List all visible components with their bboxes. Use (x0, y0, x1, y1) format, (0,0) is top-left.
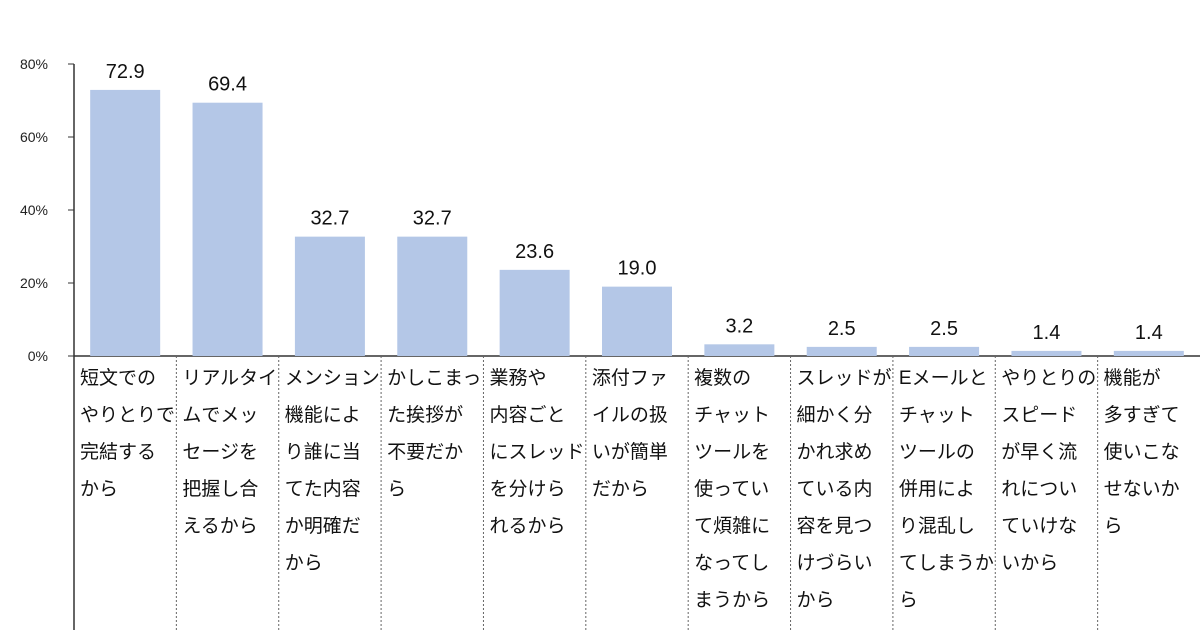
category-label-line: 使いこな (1104, 441, 1180, 463)
data-label: 32.7 (413, 208, 452, 230)
category-label-line: ていけな (1001, 516, 1077, 537)
data-label: 1.4 (1033, 322, 1061, 344)
bar (909, 346, 980, 356)
bar (1011, 350, 1082, 356)
category-label-line: り混乱し (899, 515, 975, 537)
category-label-line: 完結する (80, 441, 156, 463)
category-label-line: れるから (489, 516, 565, 537)
category-label-line: えるから (182, 516, 257, 537)
category-label-line: 複数の (694, 367, 751, 389)
category-label: かしこまった挨拶が不要だから (387, 368, 481, 500)
category-label-line: 機能によ (285, 404, 361, 426)
category-label-line: ムでメッ (182, 405, 258, 426)
category-label-line: スレッドが (797, 367, 892, 389)
category-label-line: イルの扱 (592, 404, 668, 426)
category-label-line: た挨拶が (387, 404, 463, 426)
category-label-line: か明確だ (285, 515, 361, 537)
category-label-line: Eメールと (899, 368, 988, 389)
category-label-line: 使ってい (694, 478, 769, 500)
y-tick-label: 20% (20, 275, 48, 291)
category-label-line: けづらい (797, 552, 873, 574)
data-label: 69.4 (208, 74, 247, 96)
category-label-line: まうから (694, 590, 770, 611)
category-label-line: て煩雑に (694, 515, 770, 537)
category-label-line: せないか (1104, 479, 1180, 500)
category-label-line: ら (899, 590, 918, 611)
category-label: 短文でのやりとりで完結するから (80, 367, 175, 500)
category-label-line: が早く流 (1001, 441, 1077, 463)
category-label-line: スピード (1001, 405, 1077, 426)
category-label: メンション機能により誰に当てた内容か明確だから (285, 368, 380, 574)
category-label-line: なってし (694, 553, 769, 574)
category-label: 複数のチャットツールを使っていて煩雑になってしまうから (694, 367, 770, 611)
category-label-line: 細かく分 (797, 404, 873, 426)
category-label-line: にスレッド (489, 442, 584, 463)
data-label: 2.5 (930, 318, 958, 340)
category-label-line: かれ求め (797, 441, 873, 463)
data-label: 32.7 (310, 208, 349, 230)
category-label-line: セージを (182, 442, 258, 463)
category-label: 添付ファイルの扱いが簡単だから (592, 367, 668, 500)
category-label-line: から (80, 479, 118, 500)
data-label: 3.2 (725, 315, 753, 337)
category-label-line: 内容ごと (489, 404, 565, 426)
category-label-line: チャット (694, 405, 770, 426)
category-label-line: 把握し合 (182, 478, 258, 500)
category-label: やりとりのスピードが早く流れについていけないから (1001, 367, 1096, 574)
y-tick-label: 40% (20, 202, 48, 218)
category-label-line: り誰に当 (285, 441, 361, 463)
category-label: 機能が多すぎて使いこなせないから (1104, 367, 1180, 537)
category-label-line: リアルタイ (182, 367, 277, 389)
data-label: 2.5 (828, 318, 856, 340)
category-label-line: 機能が (1104, 367, 1161, 389)
category-label-line: メンション (285, 368, 380, 389)
bar (704, 344, 775, 356)
data-label: 23.6 (515, 241, 554, 263)
category-label-line: てた内容 (285, 478, 361, 500)
y-tick-label: 80% (20, 56, 48, 72)
data-label: 19.0 (618, 258, 657, 280)
category-label-line: 多すぎて (1104, 404, 1180, 426)
category-label-line: 短文での (80, 367, 156, 389)
category-label-line: を分けら (489, 478, 565, 500)
data-label: 1.4 (1135, 322, 1163, 344)
category-label-line: いが簡単 (592, 441, 668, 463)
bar (90, 89, 161, 356)
category-label-line: チャット (899, 405, 975, 426)
bar (294, 236, 365, 356)
y-tick-label: 60% (20, 129, 48, 145)
bar (499, 269, 570, 356)
y-tick-label: 0% (28, 348, 48, 364)
category-label-line: 業務や (489, 367, 546, 389)
category-label-line: かしこまっ (387, 368, 481, 389)
category-label-line: 容を見つ (797, 515, 873, 537)
category-label-line: ツールを (694, 442, 770, 463)
category-label: Eメールとチャットツールの併用により混乱してしまうから (899, 368, 994, 611)
category-label: リアルタイムでメッセージを把握し合えるから (182, 367, 277, 537)
data-label: 72.9 (106, 61, 145, 83)
category-label-line: てしまうか (899, 553, 994, 574)
category-label-line: だから (592, 479, 649, 500)
category-label: スレッドが細かく分かれ求めている内容を見つけづらいから (797, 367, 892, 611)
category-label-line: れについ (1001, 479, 1077, 500)
category-label-line: やりとりの (1001, 367, 1096, 389)
category-label-line: ら (1104, 516, 1123, 537)
category-label-line: から (797, 590, 835, 611)
bar (397, 236, 468, 356)
bar (602, 286, 672, 356)
category-label-line: 併用によ (899, 478, 975, 500)
bar (806, 346, 877, 356)
category-label-line: やりとりで (80, 404, 175, 426)
category-label-line: ている内 (797, 478, 873, 500)
category-label-line: 不要だか (387, 442, 463, 463)
category-label-line: いから (1001, 553, 1058, 574)
category-label-line: から (285, 553, 323, 574)
bar (1113, 350, 1184, 356)
category-label-line: 添付ファ (592, 367, 668, 389)
category-label-line: ら (387, 479, 406, 500)
category-label: 業務や内容ごとにスレッドを分けられるから (489, 367, 584, 537)
bar (192, 102, 263, 356)
category-label-line: ツールの (899, 442, 975, 463)
